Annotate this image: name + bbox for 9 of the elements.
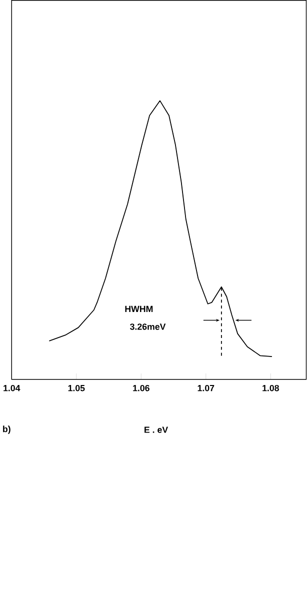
x-axis-title: E . eV [144,426,168,433]
x-tick-label: 1.07 [198,384,214,392]
x-tick-label: 1.04 [3,384,20,392]
annotation: HWHM [125,306,152,312]
x-tick-label: 1.05 [68,384,85,392]
x-tick-label: 1.08 [262,384,279,392]
x-tick-label: 1.06 [132,384,150,392]
text: b) [2,426,10,434]
annotation: 3.26meV [130,324,166,330]
